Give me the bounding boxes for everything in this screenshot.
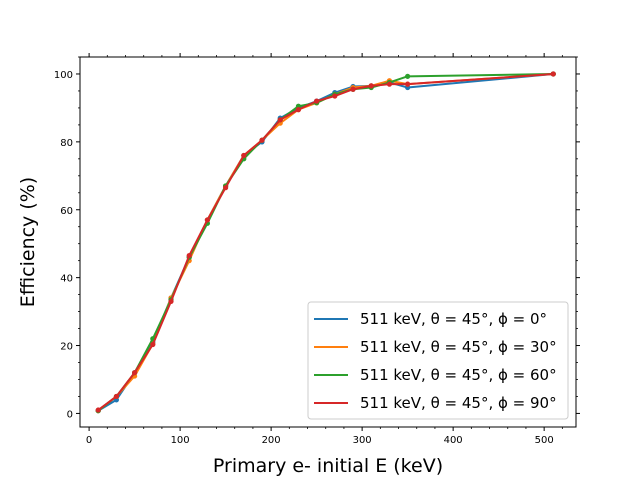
x-axis-title: Primary e- initial E (keV) [213,455,443,477]
legend-label: 511 keV, θ = 45°, ϕ = 0° [360,310,547,328]
data-point [405,81,411,87]
x-tick-label: 0 [86,435,92,446]
data-point [350,86,356,92]
data-point [295,107,302,113]
data-point [550,71,556,77]
x-tick-label: 300 [353,435,372,446]
series-3 [95,71,556,413]
data-point [405,73,411,79]
legend-box [307,301,569,420]
data-point [95,407,101,413]
legend-label: 511 keV, θ = 45°, ϕ = 90° [360,394,557,412]
major-ticks: 0 100 200 300 400 500 0 20 40 60 80 100 [54,53,580,446]
y-tick-label: 60 [60,206,73,217]
y-axis-title: Efficiency (%) [17,177,39,307]
series-layer [95,71,556,414]
y-tick-label: 40 [60,274,73,285]
legend-label: 511 keV, θ = 45°, ϕ = 30° [360,338,557,356]
data-point [332,93,338,99]
data-point [314,98,320,104]
data-point [241,152,247,159]
x-tick-label: 500 [535,435,554,446]
data-point [259,137,265,143]
data-point [204,217,211,223]
y-tick-label: 0 [67,409,73,420]
y-tick-label: 20 [60,342,73,353]
data-point [277,117,283,123]
data-point [386,81,393,87]
y-tick-label: 80 [60,138,73,149]
data-point [150,341,156,348]
data-point [368,83,374,89]
plot-frame [79,56,577,428]
y-tick-label: 100 [54,70,73,81]
data-point [132,370,138,376]
data-point [113,393,120,400]
legend: 511 keV, θ = 45°, ϕ = 0° 511 keV, θ = 45°… [307,301,569,420]
data-point [168,298,174,305]
legend-label: 511 keV, θ = 45°, ϕ = 60° [360,366,557,384]
data-point [186,252,192,259]
x-tick-label: 100 [171,435,190,446]
x-tick-label: 400 [444,435,463,446]
data-point [223,185,229,191]
x-tick-label: 200 [262,435,281,446]
